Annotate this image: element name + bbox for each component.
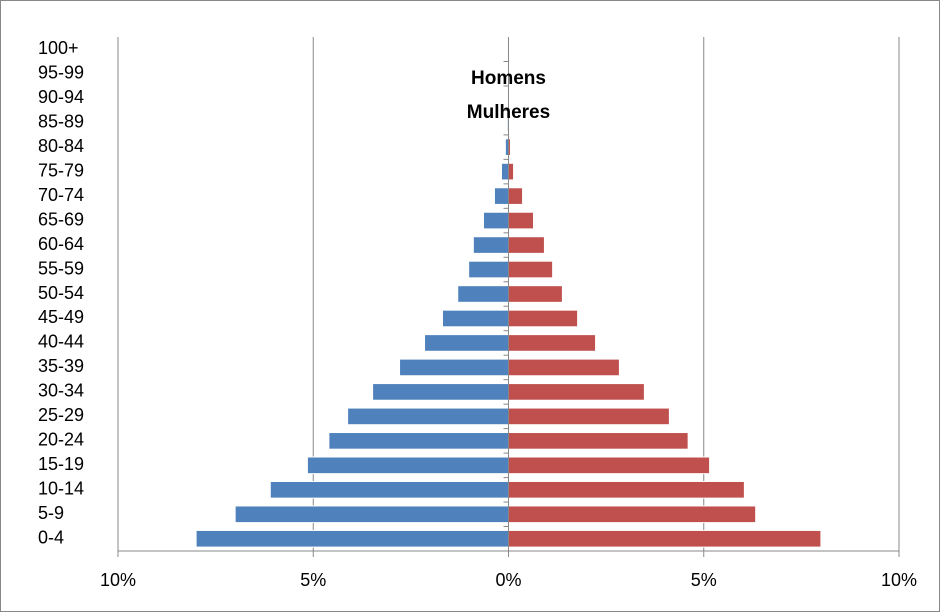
bar (234, 505, 509, 524)
bar (424, 334, 510, 352)
bar (508, 260, 554, 279)
bar (508, 432, 689, 450)
bar (500, 162, 510, 181)
bar (508, 358, 620, 377)
y-tick-label: 35-39 (38, 356, 84, 376)
bar (457, 285, 509, 303)
x-tick-label: 5% (691, 570, 717, 590)
bar (508, 187, 524, 205)
bar (269, 480, 510, 499)
x-tick-label: 10% (881, 570, 917, 590)
bar (372, 383, 509, 401)
y-tick-label: 55-59 (38, 258, 84, 278)
bar (508, 407, 670, 426)
y-tick-label: 65-69 (38, 209, 84, 229)
y-tick-label: 90-94 (38, 87, 84, 107)
bar (508, 309, 579, 328)
bar (508, 334, 597, 352)
bar (195, 529, 509, 548)
bar (483, 211, 509, 230)
y-tick-label: 0-4 (38, 528, 64, 548)
bar (508, 211, 534, 230)
y-tick-label: 30-34 (38, 381, 84, 401)
bar (347, 407, 510, 426)
y-tick-label: 50-54 (38, 283, 84, 303)
x-tick-label: 5% (300, 570, 326, 590)
y-tick-label: 80-84 (38, 136, 84, 156)
bar (442, 309, 509, 328)
bar (508, 456, 711, 475)
bar (472, 236, 510, 254)
bar (508, 285, 563, 303)
bar (328, 432, 509, 450)
y-tick-label: 70-74 (38, 185, 84, 205)
y-tick-label: 40-44 (38, 332, 84, 352)
bar (493, 187, 509, 205)
y-tick-label: 5-9 (38, 503, 64, 523)
bar (508, 162, 515, 181)
bar (508, 480, 745, 499)
x-tick-label: 10% (100, 570, 136, 590)
y-tick-label: 45-49 (38, 307, 84, 327)
y-tick-label: 15-19 (38, 454, 84, 474)
bar (399, 358, 510, 377)
x-tick-label: 0% (495, 570, 521, 590)
legend-entry: Homens (471, 68, 546, 89)
bar (468, 260, 510, 279)
y-tick-label: 25-29 (38, 405, 84, 425)
y-tick-label: 85-89 (38, 111, 84, 131)
bar (508, 505, 757, 524)
y-tick-label: 20-24 (38, 430, 84, 450)
bar (508, 236, 545, 254)
y-tick-label: 75-79 (38, 160, 84, 180)
bar (508, 529, 822, 548)
y-tick-label: 95-99 (38, 62, 84, 82)
bar (306, 456, 509, 475)
y-tick-label: 100+ (38, 38, 79, 58)
bar (508, 383, 645, 401)
y-tick-label: 10-14 (38, 479, 84, 499)
y-tick-label: 60-64 (38, 234, 84, 254)
legend-entry: Mulheres (467, 102, 550, 123)
